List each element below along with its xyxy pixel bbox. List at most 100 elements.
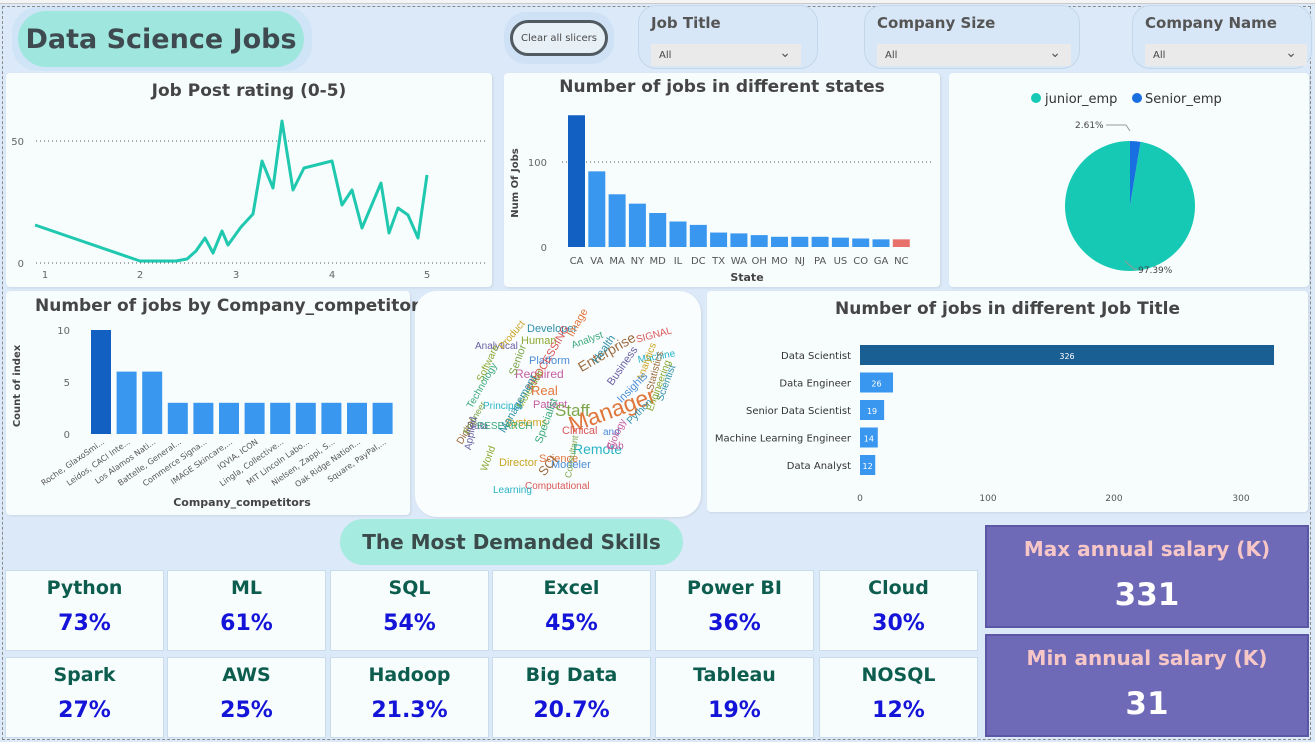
jobtitle-bar[interactable] bbox=[860, 400, 885, 420]
competitor-bar[interactable] bbox=[91, 330, 111, 434]
state-bar[interactable] bbox=[791, 236, 809, 247]
state-bar[interactable] bbox=[608, 194, 626, 247]
competitor-bar[interactable] bbox=[270, 402, 291, 434]
x-tick-label: 1 bbox=[42, 270, 48, 281]
wordcloud-word: Staff bbox=[555, 401, 590, 420]
skill-card-powerbi[interactable]: Power BI 36% bbox=[655, 570, 814, 651]
pie-slice[interactable] bbox=[1065, 141, 1195, 271]
jobtitle-tick-label: Data Engineer bbox=[779, 379, 851, 390]
jobtitle-bar[interactable] bbox=[860, 427, 878, 448]
state-bar[interactable] bbox=[852, 238, 870, 248]
x-tick-label: 200 bbox=[1105, 494, 1122, 504]
pie-slice[interactable] bbox=[1130, 141, 1141, 206]
jobtitle-chart-title: Number of jobs in different Job Title bbox=[835, 299, 1180, 319]
company-size-dropdown[interactable]: All ⌄ bbox=[877, 44, 1071, 66]
state-bar[interactable] bbox=[811, 236, 829, 247]
state-tick-label: NC bbox=[894, 256, 908, 267]
skill-card-tableau[interactable]: Tableau 19% bbox=[655, 657, 814, 738]
min-salary-value: 31 bbox=[1125, 686, 1169, 722]
state-bar[interactable] bbox=[669, 221, 687, 248]
state-tick-label: CA bbox=[570, 256, 584, 267]
skill-percent: 25% bbox=[220, 698, 273, 723]
jobtitle-bar[interactable] bbox=[860, 455, 876, 475]
competitor-bar[interactable] bbox=[244, 402, 265, 434]
y-tick-label: 0 bbox=[541, 243, 547, 254]
jobtitle-tick-label: Senior Data Scientist bbox=[746, 406, 851, 417]
state-bar[interactable] bbox=[710, 232, 728, 247]
skill-card-sql[interactable]: SQL 54% bbox=[330, 570, 489, 651]
state-bar[interactable] bbox=[892, 239, 910, 247]
skill-card-cloud[interactable]: Cloud 30% bbox=[819, 570, 978, 651]
x-axis-label: State bbox=[730, 271, 763, 284]
skill-name: Spark bbox=[53, 664, 116, 686]
skill-percent: 73% bbox=[58, 611, 111, 636]
company-size-slicer-label: Company Size bbox=[877, 14, 996, 32]
skill-card-spark[interactable]: Spark 27% bbox=[5, 657, 164, 738]
skill-name: ML bbox=[230, 577, 262, 599]
state-bar[interactable] bbox=[628, 203, 646, 247]
y-axis-label: Num Of Jobs bbox=[510, 148, 521, 217]
competitor-bar[interactable] bbox=[321, 402, 342, 434]
state-tick-label: PA bbox=[814, 256, 826, 267]
skill-card-aws[interactable]: AWS 25% bbox=[167, 657, 326, 738]
y-tick-label: 100 bbox=[528, 158, 547, 169]
skill-card-bigdata[interactable]: Big Data 20.7% bbox=[492, 657, 651, 738]
skill-card-excel[interactable]: Excel 45% bbox=[492, 570, 651, 651]
skill-card-nosql[interactable]: NOSQL 12% bbox=[819, 657, 978, 738]
wordcloud-word: Science bbox=[539, 453, 579, 465]
states-chart-card[interactable]: Number of jobs in different states Num O… bbox=[504, 73, 940, 287]
wordcloud-word: Patient bbox=[533, 399, 568, 411]
legend-label-junior: junior_emp bbox=[1044, 92, 1117, 107]
state-bar[interactable] bbox=[771, 236, 788, 247]
competitor-bar[interactable] bbox=[372, 402, 393, 434]
wordcloud-word: Analytical bbox=[475, 341, 518, 352]
competitor-bar[interactable] bbox=[167, 402, 188, 434]
state-bar[interactable] bbox=[750, 235, 768, 247]
rating-chart-card[interactable]: Job Post rating (0-5) 50 0 1 2 3 4 5 bbox=[6, 73, 492, 287]
skill-percent: 20.7% bbox=[533, 698, 610, 723]
state-bar[interactable] bbox=[568, 115, 585, 247]
max-salary-card[interactable]: Max annual salary (K) 331 bbox=[985, 525, 1309, 628]
company-name-dropdown[interactable]: All ⌄ bbox=[1145, 44, 1307, 66]
min-salary-label: Min annual salary (K) bbox=[1026, 646, 1268, 670]
company-name-slicer-label: Company Name bbox=[1145, 14, 1277, 32]
clear-slicers-button[interactable]: Clear all slicers bbox=[510, 20, 608, 56]
state-bar[interactable] bbox=[689, 224, 707, 247]
skill-name: NOSQL bbox=[861, 664, 936, 686]
employee-pie-card[interactable]: junior_emp Senior_emp 2.61% 97.39% bbox=[949, 73, 1309, 287]
wordcloud-word: World bbox=[479, 444, 499, 473]
jobtitle-bar[interactable] bbox=[860, 372, 894, 393]
competitor-bar[interactable] bbox=[295, 402, 316, 434]
wordcloud-word: RESEARCH bbox=[477, 421, 533, 432]
wordcloud-word: Data bbox=[467, 421, 489, 432]
state-bar[interactable] bbox=[831, 237, 849, 247]
skill-percent: 19% bbox=[708, 698, 761, 723]
state-bar[interactable] bbox=[588, 171, 606, 247]
min-salary-card[interactable]: Min annual salary (K) 31 bbox=[985, 634, 1309, 737]
pie-slice-label: 97.39% bbox=[1138, 266, 1173, 276]
wordcloud-word: Systems bbox=[505, 417, 548, 429]
skill-card-hadoop[interactable]: Hadoop 21.3% bbox=[330, 657, 489, 738]
jobtitle-tick-label: Machine Learning Engineer bbox=[715, 434, 852, 445]
jobtitle-bar[interactable] bbox=[860, 345, 1275, 365]
skill-card-python[interactable]: Python 73% bbox=[5, 570, 164, 651]
state-bar[interactable] bbox=[730, 233, 748, 247]
skill-name: SQL bbox=[388, 577, 431, 599]
competitor-bar[interactable] bbox=[219, 402, 239, 434]
competitors-chart-card[interactable]: Number of jobs by Company_competitors Co… bbox=[6, 291, 430, 515]
competitor-bar[interactable] bbox=[347, 402, 367, 434]
skill-percent: 30% bbox=[872, 611, 925, 636]
jobtitle-chart-card[interactable]: Number of jobs in different Job Title Da… bbox=[707, 291, 1308, 512]
wordcloud-card[interactable]: Developer Human Image Analytical Product Anal… bbox=[415, 291, 701, 517]
state-bar[interactable] bbox=[872, 239, 890, 247]
competitor-bar[interactable] bbox=[142, 371, 163, 434]
skill-card-ml[interactable]: ML 61% bbox=[167, 570, 326, 651]
competitor-bar[interactable] bbox=[193, 402, 214, 434]
wordcloud-word: Platform bbox=[529, 355, 570, 367]
job-title-dropdown[interactable]: All ⌄ bbox=[651, 44, 801, 66]
wordcloud-word: Remote bbox=[573, 441, 623, 457]
competitor-bar[interactable] bbox=[116, 371, 137, 434]
wordcloud-word: Modeler bbox=[551, 459, 591, 471]
state-bar[interactable] bbox=[649, 213, 667, 247]
chevron-down-icon: ⌄ bbox=[779, 45, 791, 61]
